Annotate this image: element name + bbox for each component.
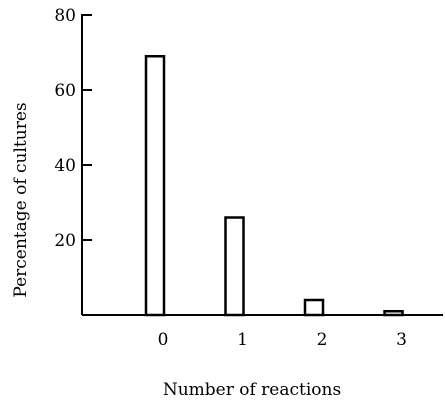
bar-0	[144, 55, 166, 317]
x-tick-labels: 0 1 2 3	[158, 330, 407, 350]
x-tick-label: 0	[158, 330, 169, 350]
x-tick-label: 1	[237, 330, 248, 350]
y-ticks: 80 60 40 20	[54, 6, 92, 251]
x-axis-label: Number of reactions	[163, 380, 341, 400]
x-tick-label: 3	[396, 330, 407, 350]
x-tick-label: 2	[317, 330, 328, 350]
bars	[144, 55, 404, 317]
y-tick-label: 60	[54, 81, 76, 101]
bar-2	[303, 298, 325, 317]
y-tick-label: 40	[54, 156, 76, 176]
bar-3	[383, 310, 404, 317]
y-tick-label: 80	[54, 6, 76, 26]
bar-1	[224, 216, 245, 317]
y-tick-label: 20	[54, 231, 76, 251]
y-axis-label: Percentage of cultures	[11, 102, 31, 297]
axes	[81, 14, 443, 316]
